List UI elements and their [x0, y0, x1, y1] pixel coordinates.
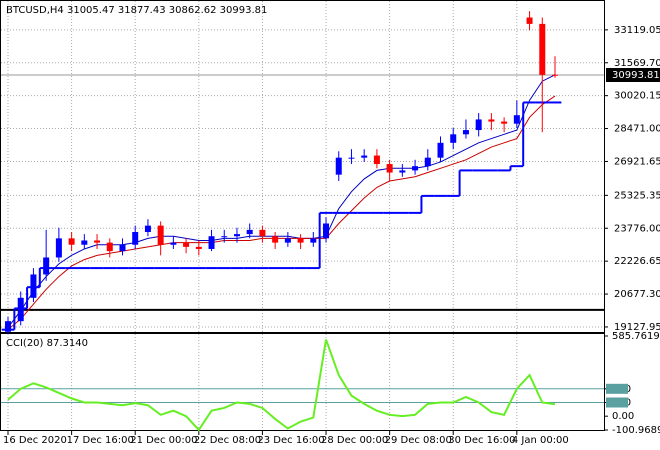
chart-title: BTCUSD,H4 31005.47 31877.43 30862.62 309…	[6, 5, 267, 16]
candle-body	[310, 238, 317, 243]
candle-body	[259, 229, 266, 237]
x-tick-label: 16 Dec 2020	[3, 435, 67, 446]
candle-body	[399, 170, 406, 173]
x-tick-label: 23 Dec 16:00	[257, 435, 324, 446]
y-tick-label: 19127.95	[614, 322, 660, 333]
candle-body	[297, 238, 304, 243]
y-tick-label: 31569.70	[614, 58, 660, 69]
candle-body	[513, 115, 520, 124]
y-tick-label: 0.00	[612, 411, 634, 422]
candle-body	[335, 157, 342, 175]
y-tick-label: -100.9689	[612, 425, 660, 436]
y-tick-label: 22226.65	[614, 256, 660, 267]
level-box	[606, 383, 628, 394]
candle-body	[106, 242, 113, 252]
x-tick-label: 22 Dec 08:00	[194, 435, 261, 446]
candle-body	[132, 231, 139, 245]
x-tick-label: 17 Dec 16:00	[67, 435, 134, 446]
candle-body	[17, 297, 24, 322]
candle-body	[526, 17, 533, 24]
candle-body	[119, 244, 126, 252]
candle-body	[475, 119, 482, 131]
candle-body	[462, 130, 469, 135]
y-tick-label: 20677.30	[614, 289, 660, 300]
main-frame	[0, 0, 605, 333]
candle-body	[183, 242, 190, 247]
y-tick-label: 28471.00	[614, 124, 660, 135]
candle-body	[386, 164, 393, 173]
candle-body	[157, 225, 164, 245]
candle-body	[552, 74, 558, 76]
candle-body	[68, 238, 75, 245]
moving-average	[7, 74, 556, 328]
cci-frame	[0, 333, 605, 431]
y-tick-label: 585.7619	[612, 331, 660, 342]
level-box	[606, 397, 628, 408]
candle-body	[488, 119, 495, 122]
candle-body	[437, 142, 444, 158]
candle-body	[170, 242, 177, 245]
candle-body	[81, 240, 88, 245]
cci-title: CCI(20) 87.3140	[6, 338, 88, 349]
candle-body	[94, 240, 101, 243]
candle-body	[233, 234, 240, 237]
candle-body	[501, 121, 508, 124]
candle-body	[361, 155, 368, 158]
cci-line	[7, 339, 556, 432]
candle-body	[5, 321, 11, 332]
candle-body	[246, 229, 253, 235]
candle-body	[272, 236, 279, 243]
x-tick-label: 28 Dec 00:00	[321, 435, 388, 446]
price-box	[606, 67, 660, 82]
candle-body	[284, 238, 291, 243]
candle-body	[412, 166, 419, 171]
candle-body	[221, 236, 228, 238]
candle-body	[144, 225, 151, 232]
current-price-label: 30993.81	[612, 70, 660, 81]
y-tick-label: 30020.15	[614, 91, 660, 102]
candle-body	[450, 134, 457, 143]
candle-body	[539, 23, 546, 75]
x-tick-label: 21 Dec 00:00	[130, 435, 197, 446]
candle-body	[55, 238, 62, 258]
candle-body	[195, 246, 202, 249]
candle-body	[424, 157, 431, 167]
candle-body	[373, 155, 380, 165]
candle-body	[348, 157, 355, 159]
x-tick-label: 29 Dec 08:00	[385, 435, 452, 446]
x-tick-label: 30 Dec 16:00	[448, 435, 515, 446]
y-tick-label: 26921.65	[614, 156, 660, 167]
moving-average	[7, 95, 556, 331]
y-tick-label: 23776.00	[614, 223, 660, 234]
y-tick-label: 25325.35	[614, 190, 660, 201]
y-tick-label: 33119.05	[614, 25, 660, 36]
candle-body	[323, 223, 330, 239]
x-tick-label: 4 Jan 00:00	[512, 435, 569, 446]
candle-body	[208, 236, 215, 249]
candle-body	[43, 257, 50, 275]
candle-body	[30, 274, 37, 298]
